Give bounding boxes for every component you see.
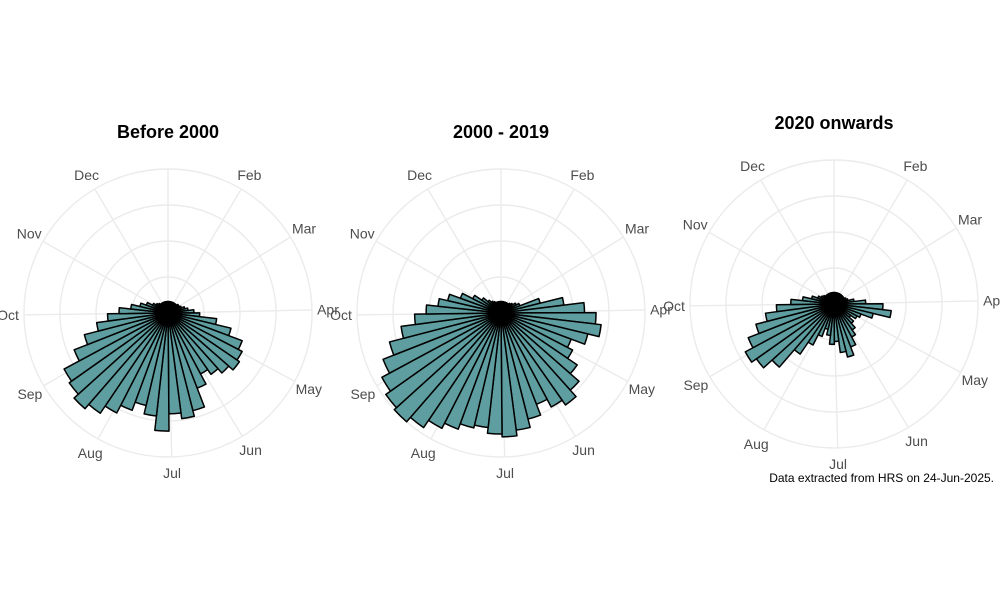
month-label-nov: Nov: [350, 225, 375, 241]
histogram-bar: [413, 312, 502, 326]
month-labels: Feb Mar Apr May Jun Jul Aug Sep Oct Nov Dec: [330, 167, 672, 481]
histogram-bar: [167, 312, 230, 374]
month-label-nov: Nov: [683, 216, 708, 232]
month-label-nov: Nov: [17, 225, 42, 241]
month-labels: Feb Mar Apr May Jun Jul Aug Sep Oct Nov Dec: [663, 158, 1000, 472]
month-label-may: May: [629, 381, 655, 397]
histogram-bar: [167, 312, 241, 371]
month-label-jun: Jun: [239, 442, 262, 458]
histogram-bar: [95, 312, 169, 332]
data-source-caption: Data extracted from HRS on 24-Jun-2025.: [769, 471, 994, 485]
month-label-jul: Jul: [163, 465, 181, 481]
histogram-bar: [400, 312, 502, 340]
grid-spoke: [708, 231, 835, 305]
month-label-mar: Mar: [625, 221, 649, 237]
month-label-aug: Aug: [744, 436, 769, 452]
panel-title: Before 2000: [117, 122, 219, 142]
month-label-feb: Feb: [570, 167, 594, 183]
histogram-bar: [63, 312, 169, 382]
month-label-mar: Mar: [292, 221, 316, 237]
histogram-bar: [388, 312, 502, 356]
month-label-apr: Apr: [317, 302, 339, 318]
histogram-bar: [498, 300, 502, 314]
month-label-sep: Sep: [17, 386, 42, 402]
histogram-bar: [831, 291, 835, 305]
panel-before-2000: Before 2000 Feb Mar Apr May Jun Jul Aug Sep Oct N…: [0, 122, 339, 481]
month-label-dec: Dec: [740, 158, 765, 174]
histogram-bar: [833, 303, 847, 354]
month-label-dec: Dec: [74, 167, 99, 183]
histogram-bar: [755, 303, 835, 335]
histogram-bar: [73, 312, 169, 362]
month-label-oct: Oct: [0, 307, 19, 323]
histogram-bar: [775, 303, 835, 313]
grid-spoke: [427, 188, 502, 314]
histogram-bar: [385, 312, 502, 409]
histogram-bar: [106, 312, 169, 322]
month-labels: Feb Mar Apr May Jun Jul Aug Sep Oct Nov Dec: [0, 167, 339, 481]
month-label-aug: Aug: [411, 445, 436, 461]
grid-spoke: [833, 179, 908, 305]
histogram-bar: [747, 303, 835, 349]
month-label-apr: Apr: [983, 293, 1000, 309]
panel-title: 2000 - 2019: [453, 122, 549, 142]
histogram-bar: [167, 312, 219, 376]
histogram-bar: [764, 303, 835, 323]
month-label-mar: Mar: [958, 212, 982, 228]
month-label-jun: Jun: [905, 433, 928, 449]
grid-spoke: [167, 188, 242, 314]
histogram-bar: [167, 312, 196, 420]
panel-2000-2019: 2000 - 2019 Feb Mar Apr May Jun Jul Aug Sep Oct N…: [330, 122, 672, 481]
month-label-may: May: [296, 381, 322, 397]
month-label-sep: Sep: [683, 377, 708, 393]
month-label-apr: Apr: [650, 302, 672, 318]
histogram-bars: [744, 291, 892, 369]
histogram-bar: [393, 312, 502, 423]
histogram-bar: [381, 312, 502, 392]
histogram-bar: [500, 312, 563, 408]
panel-title: 2020 onwards: [774, 113, 893, 133]
histogram-bar: [83, 312, 169, 346]
month-label-jul: Jul: [496, 465, 514, 481]
month-label-dec: Dec: [407, 167, 432, 183]
histogram-bar: [165, 300, 169, 314]
month-label-oct: Oct: [663, 298, 685, 314]
grid-spoke: [42, 240, 169, 314]
month-label-feb: Feb: [237, 167, 261, 183]
grid-spoke: [500, 188, 575, 314]
grid-spoke: [833, 227, 957, 305]
histogram-bar: [73, 312, 169, 410]
histogram-bar: [500, 312, 518, 438]
histogram-bar: [833, 303, 855, 358]
month-label-jun: Jun: [572, 442, 595, 458]
grid-spoke: [167, 236, 291, 314]
histogram-bar: [68, 312, 169, 395]
histogram-bars: [63, 300, 243, 432]
grid-spoke: [760, 179, 835, 305]
histogram-bar: [500, 312, 577, 406]
month-label-jul: Jul: [829, 456, 847, 472]
grid-spoke: [94, 188, 169, 314]
month-label-oct: Oct: [330, 307, 352, 323]
histogram-bar: [744, 303, 835, 363]
polar-grid: [689, 159, 979, 449]
month-label-may: May: [962, 372, 988, 388]
month-label-sep: Sep: [350, 386, 375, 402]
month-label-feb: Feb: [903, 158, 927, 174]
histogram-bar: [382, 312, 502, 374]
histogram-bars: [381, 292, 602, 438]
grid-spoke: [500, 236, 624, 314]
month-label-aug: Aug: [78, 445, 103, 461]
panel-2020-onwards: 2020 onwards Feb Mar Apr May Jun Jul Aug Sep Oct…: [663, 113, 1000, 472]
